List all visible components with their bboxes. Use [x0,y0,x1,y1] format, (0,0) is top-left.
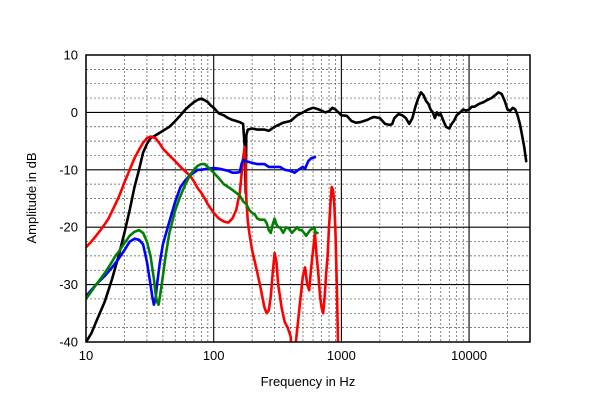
x-tick-label: 100 [203,348,225,363]
y-tick-labels: 10 0 -10 -20 -30 -40 [59,48,78,350]
series-blue-line [86,155,317,306]
y-tick-label: 10 [64,48,78,63]
x-tick-label: 1000 [327,348,356,363]
series-black-line [86,91,528,342]
series-layer [86,91,528,342]
x-tick-label: 10 [79,348,93,363]
y-tick-label: -20 [59,220,78,235]
x-tick-label: 10000 [451,348,487,363]
x-axis-label: Frequency in Hz [261,374,356,389]
y-tick-label: -10 [59,162,78,177]
y-tick-label: -40 [59,335,78,350]
series-green-line [86,162,319,306]
x-tick-labels: 10 100 1000 10000 [79,348,487,363]
y-tick-label: 0 [71,105,78,120]
y-axis-label: Amplitude in dB [24,152,39,243]
y-tick-label: -30 [59,277,78,292]
plot-frame [85,54,531,343]
series-red-line [86,135,340,342]
